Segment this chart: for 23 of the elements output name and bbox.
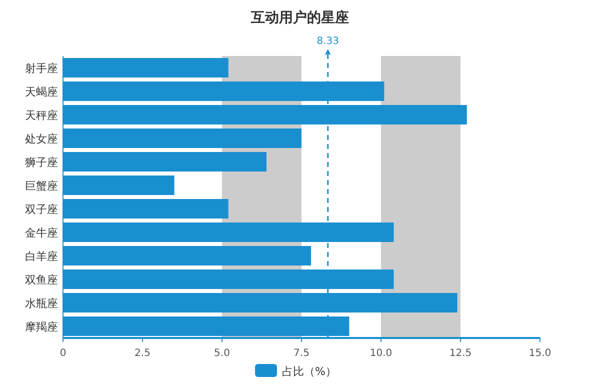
y-tick-label: 金牛座 — [25, 226, 58, 240]
x-tick-label: 0 — [60, 348, 66, 359]
x-tick-label: 7.5 — [294, 348, 310, 359]
y-tick-label: 巨蟹座 — [25, 179, 58, 192]
chart-title: 互动用户的星座 — [250, 9, 349, 26]
x-tick-label: 12.5 — [449, 348, 472, 359]
y-tick-label: 双鱼座 — [25, 273, 58, 286]
x-tick-label: 2.5 — [134, 348, 150, 359]
y-tick-label: 双子座 — [25, 202, 58, 216]
y-tick-label: 水瓶座 — [25, 296, 58, 310]
y-tick-label: 射手座 — [25, 62, 58, 75]
legend: 占比（%） — [255, 364, 336, 378]
x-tick-label: 10.0 — [370, 348, 392, 359]
ref-line-label: 8.33 — [316, 36, 340, 47]
x-tick-label: 5.0 — [214, 348, 230, 359]
y-tick-label: 天秤座 — [25, 108, 58, 122]
x-tick-label: 15.0 — [528, 348, 552, 359]
y-tick-label: 白羊座 — [25, 250, 58, 263]
y-tick-label: 摩羯座 — [25, 320, 58, 334]
y-tick-label: 狮子座 — [25, 156, 58, 169]
y-tick-label: 处女座 — [25, 132, 58, 146]
legend-label: 占比（%） — [282, 365, 336, 378]
y-tick-label: 天蝎座 — [25, 85, 58, 98]
